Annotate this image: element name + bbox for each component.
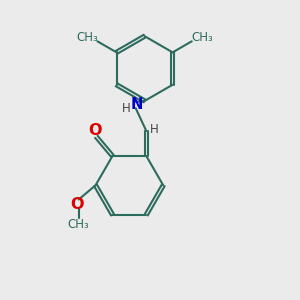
Text: CH₃: CH₃ [191, 31, 213, 44]
Text: CH₃: CH₃ [76, 31, 98, 44]
Text: CH₃: CH₃ [68, 218, 89, 231]
Text: N: N [131, 97, 143, 112]
Text: O: O [88, 123, 102, 138]
Text: H: H [122, 102, 131, 116]
Text: O: O [70, 197, 84, 212]
Text: H: H [150, 123, 159, 136]
